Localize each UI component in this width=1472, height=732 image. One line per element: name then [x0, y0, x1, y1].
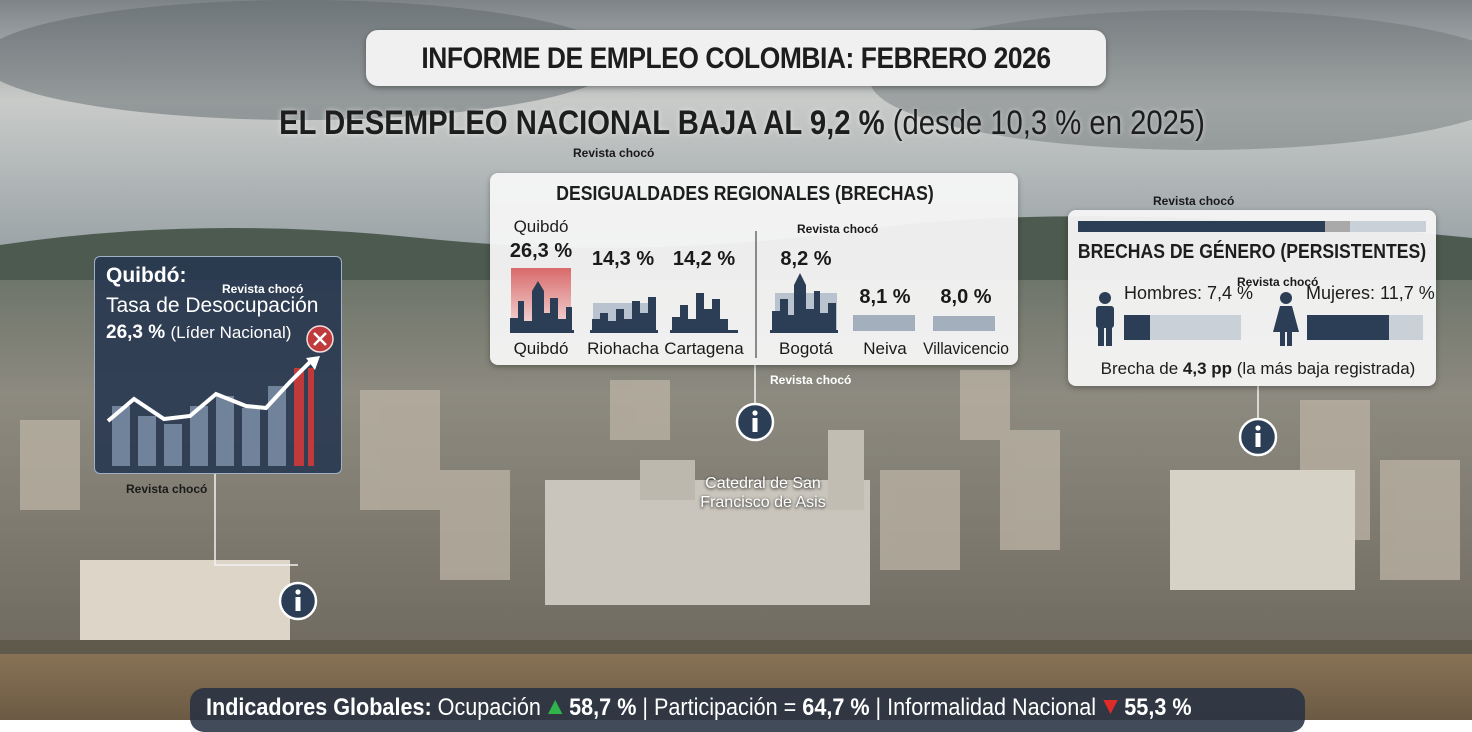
landmark-label: Catedral de San Francisco de Asis	[700, 474, 825, 512]
city-value: 14,2 %	[672, 248, 736, 270]
title-text: INFORME DE EMPLEO COLOMBIA: FEBRERO 2026	[421, 42, 1051, 75]
city-value: 8,1 %	[859, 286, 911, 308]
skyline	[672, 293, 728, 331]
footer: Indicadores Globales: Ocupación 58,7 % |…	[206, 694, 1192, 722]
quibdo-value-row: 26,3 % (Líder Nacional)	[106, 322, 291, 344]
watermark: Revista chocó	[770, 373, 852, 387]
bars	[112, 386, 286, 466]
footer-item-value: 58,7 %	[569, 694, 637, 721]
gap-value: 4,3 pp	[1182, 359, 1233, 378]
watermark: Revista chocó	[126, 482, 208, 496]
regional-card	[490, 173, 1018, 365]
trend-arrow	[306, 356, 320, 370]
connector	[214, 474, 298, 566]
watermark: Revista chocó	[1153, 194, 1235, 208]
city-value: 26,3 %	[509, 240, 573, 262]
men-bar	[1124, 315, 1150, 340]
city-value: 8,2 %	[780, 248, 832, 270]
info-icon[interactable]	[278, 581, 318, 621]
ground	[770, 330, 838, 333]
up-arrow	[547, 700, 563, 714]
down-arrow	[1102, 700, 1118, 714]
quibdo-value: 26,3 %	[106, 322, 166, 343]
level-bar	[853, 315, 915, 331]
city-name: Neiva	[863, 339, 907, 358]
quibdo-subtitle: Tasa de Desocupación	[106, 294, 319, 317]
city-name: Quibdó	[513, 339, 569, 358]
headline: EL DESEMPLEO NACIONAL BAJA AL 9,2 % (des…	[279, 104, 1205, 143]
men-label: Hombres: 7,4 %	[1124, 283, 1254, 303]
skyline	[772, 273, 836, 331]
city-value: 14,3 %	[591, 248, 655, 270]
quibdo-note: (Líder Nacional)	[170, 323, 292, 342]
man-icon	[1096, 292, 1114, 346]
landmark-line: Catedral de San	[705, 475, 821, 492]
footer-label: Indicadores Globales:	[206, 694, 432, 721]
building	[1170, 470, 1355, 590]
gap-bar	[1350, 221, 1426, 232]
info-icon[interactable]	[735, 402, 775, 442]
skyline	[510, 281, 574, 333]
footer-item-value: 64,7 %	[802, 694, 870, 721]
women-bar	[1307, 315, 1389, 340]
women-label: Mujeres: 11,7 %	[1306, 283, 1435, 303]
headline-rest: (desde 10,3 % en 2025)	[892, 104, 1205, 142]
bar-highlight	[308, 368, 314, 466]
alert-cross	[313, 332, 327, 346]
regional-icons	[510, 231, 995, 358]
footer-item-name: Informalidad Nacional	[887, 694, 1097, 721]
gap-prefix: Brecha de	[1100, 359, 1179, 378]
footer-item-value: 55,3 %	[1124, 694, 1192, 721]
woman-icon	[1273, 292, 1299, 346]
landmark-line: Francisco de Asis	[700, 494, 826, 511]
gap-bar	[1078, 221, 1325, 232]
footer-item-name: Participación =	[654, 694, 797, 721]
footer-item-name: Ocupación	[437, 694, 541, 721]
gap-bar	[1325, 221, 1350, 232]
cathedral-tower	[828, 430, 864, 510]
cathedral	[545, 480, 870, 605]
city-name: Bogotá	[779, 339, 833, 358]
watermark: Revista chocó	[222, 282, 304, 296]
gap-text: Brecha de 4,3 pp (la más baja registrada…	[1101, 359, 1416, 379]
watermark: Revista chocó	[797, 222, 879, 236]
skyline	[592, 297, 656, 331]
info-icon[interactable]	[1238, 417, 1278, 457]
quibdo-title: Quibdó:	[106, 264, 187, 287]
buildings	[20, 370, 1460, 580]
gap-suffix: (la más baja registrada)	[1236, 359, 1416, 378]
city-name: Riohacha	[587, 339, 659, 358]
gender-title: BRECHAS DE GÉNERO (PERSISTENTES)	[1077, 241, 1427, 263]
trend-line	[106, 358, 314, 423]
headline-bold: EL DESEMPLEO NACIONAL BAJA AL 9,2 %	[279, 104, 885, 142]
title-box	[366, 30, 1106, 86]
gender-graphics	[1078, 221, 1426, 346]
separator: |	[642, 694, 649, 721]
gender-card	[1068, 210, 1436, 386]
quibdo-chart	[106, 325, 334, 466]
ground	[670, 330, 738, 333]
highlight-label: Quibdó	[513, 217, 569, 236]
level-bar	[933, 316, 995, 331]
regional-title: DESIGUALDADES REGIONALES (BRECHAS)	[556, 183, 934, 205]
city-value: 8,0 %	[940, 286, 992, 308]
watermark: Revista chocó	[1237, 275, 1319, 289]
cathedral-dome	[640, 460, 695, 500]
separator: |	[875, 694, 882, 721]
ground	[590, 330, 658, 333]
bar-highlight	[294, 368, 304, 466]
title: INFORME DE EMPLEO COLOMBIA: FEBRERO 2026	[378, 42, 1093, 76]
shore	[0, 640, 1472, 654]
watermark: Revista chocó	[573, 146, 655, 160]
city-name: Villavicencio	[923, 339, 1009, 358]
city-name: Cartagena	[664, 339, 744, 358]
